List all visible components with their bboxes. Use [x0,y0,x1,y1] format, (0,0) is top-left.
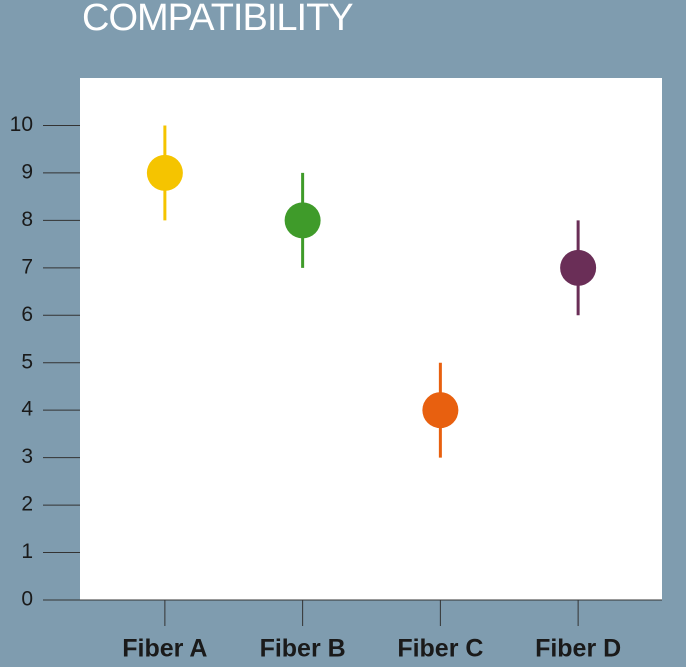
y-tick-label: 10 [10,113,33,136]
y-tick-label: 6 [21,303,33,326]
x-tick-label: Fiber D [535,635,621,663]
dot [284,202,321,239]
dot [560,249,597,286]
dot [146,154,183,191]
chart-title: COMPATIBILITY [82,0,353,39]
x-tick-label: Fiber A [122,635,207,663]
y-tick-label: 5 [21,350,33,373]
y-tick-label: 4 [21,398,33,421]
y-tick-label: 8 [21,208,33,231]
y-tick-label: 7 [21,255,33,278]
y-tick-label: 3 [21,445,33,468]
dot [422,392,459,429]
y-tick-label: 2 [21,493,33,516]
y-tick-label: 0 [21,588,33,611]
y-tick-label: 9 [21,160,33,183]
y-tick-label: 1 [21,540,33,563]
x-tick-label: Fiber C [397,635,483,663]
x-tick-label: Fiber B [260,635,346,663]
